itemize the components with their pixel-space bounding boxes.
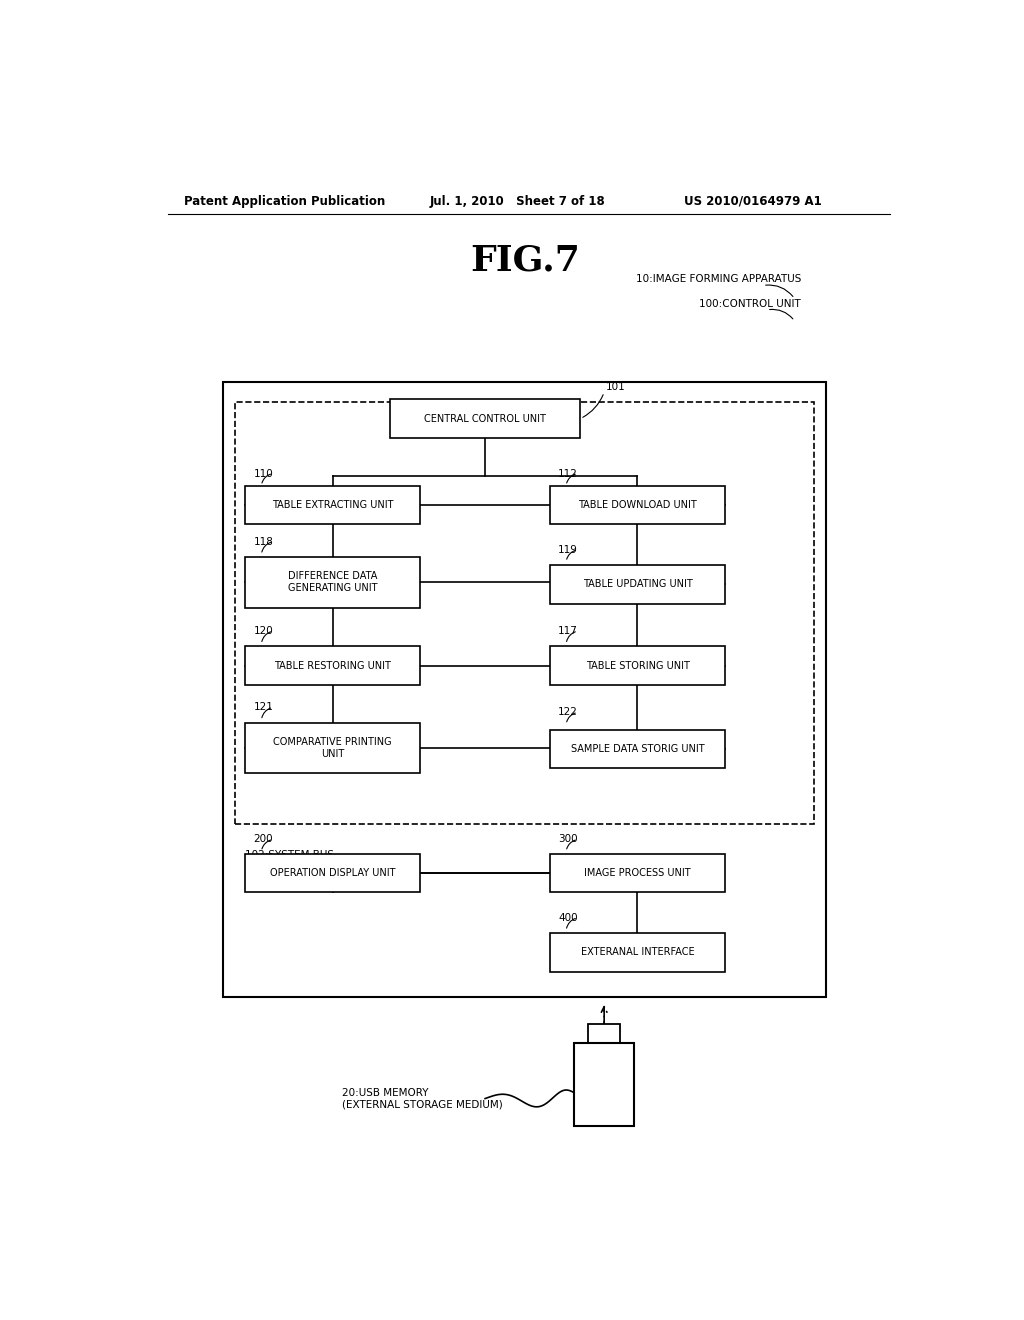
Bar [223, 381, 826, 997]
Text: 121: 121 [253, 702, 273, 713]
Text: Jul. 1, 2010   Sheet 7 of 18: Jul. 1, 2010 Sheet 7 of 18 [430, 194, 605, 207]
Text: 112: 112 [558, 469, 578, 479]
Text: 122: 122 [558, 708, 578, 718]
Bar [246, 647, 420, 685]
Text: 102:SYSTEM BUS: 102:SYSTEM BUS [246, 850, 335, 859]
Text: Patent Application Publication: Patent Application Publication [183, 194, 385, 207]
Text: 400: 400 [558, 912, 578, 923]
Text: 300: 300 [558, 834, 578, 845]
Text: 100:CONTROL UNIT: 100:CONTROL UNIT [699, 298, 801, 309]
Text: 200: 200 [253, 834, 273, 845]
Text: 117: 117 [558, 626, 578, 636]
Bar [550, 854, 725, 892]
Text: DIFFERENCE DATA
GENERATING UNIT: DIFFERENCE DATA GENERATING UNIT [288, 572, 378, 593]
Bar [390, 399, 581, 438]
Bar [246, 722, 420, 774]
Text: TABLE RESTORING UNIT: TABLE RESTORING UNIT [274, 660, 391, 671]
Bar [550, 933, 725, 972]
Bar [236, 403, 814, 824]
Text: 119: 119 [558, 545, 578, 554]
Text: IMAGE PROCESS UNIT: IMAGE PROCESS UNIT [584, 869, 691, 878]
Text: TABLE EXTRACTING UNIT: TABLE EXTRACTING UNIT [272, 500, 393, 510]
Bar [588, 1024, 621, 1043]
Text: COMPARATIVE PRINTING
UNIT: COMPARATIVE PRINTING UNIT [273, 737, 392, 759]
Bar [246, 486, 420, 524]
Text: TABLE STORING UNIT: TABLE STORING UNIT [586, 660, 689, 671]
Bar [550, 565, 725, 603]
Bar [246, 557, 420, 607]
Text: 120: 120 [253, 626, 273, 636]
Text: OPERATION DISPLAY UNIT: OPERATION DISPLAY UNIT [270, 869, 395, 878]
Bar [550, 730, 725, 768]
Text: FIG.7: FIG.7 [470, 243, 580, 277]
Text: 118: 118 [253, 537, 273, 546]
Text: 20:USB MEMORY
(EXTERNAL STORAGE MEDIUM): 20:USB MEMORY (EXTERNAL STORAGE MEDIUM) [342, 1088, 503, 1109]
Bar [550, 486, 725, 524]
Text: TABLE DOWNLOAD UNIT: TABLE DOWNLOAD UNIT [579, 500, 697, 510]
Text: TABLE UPDATING UNIT: TABLE UPDATING UNIT [583, 579, 692, 589]
Text: CENTRAL CONTROL UNIT: CENTRAL CONTROL UNIT [424, 413, 546, 424]
Text: 110: 110 [253, 469, 273, 479]
Bar [550, 647, 725, 685]
Text: SAMPLE DATA STORIG UNIT: SAMPLE DATA STORIG UNIT [570, 744, 705, 754]
Text: EXTERANAL INTERFACE: EXTERANAL INTERFACE [581, 948, 694, 957]
Text: US 2010/0164979 A1: US 2010/0164979 A1 [684, 194, 821, 207]
Text: 10:IMAGE FORMING APPARATUS: 10:IMAGE FORMING APPARATUS [636, 275, 801, 284]
Bar [574, 1043, 634, 1126]
Text: 101: 101 [606, 383, 626, 392]
Bar [246, 854, 420, 892]
